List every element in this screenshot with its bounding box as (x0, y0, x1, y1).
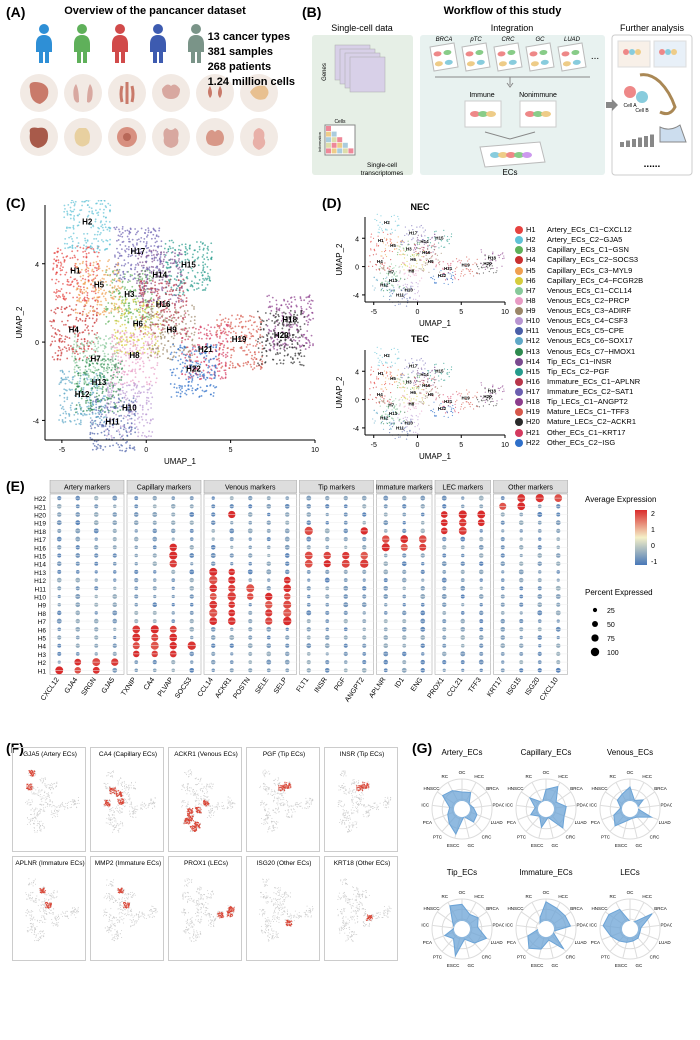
svg-text:H8: H8 (129, 351, 140, 360)
svg-text:-4: -4 (353, 293, 359, 300)
svg-text:UMAP_2: UMAP_2 (15, 306, 24, 339)
svg-text:H15: H15 (435, 236, 444, 241)
svg-text:H6: H6 (410, 257, 416, 262)
svg-text:UMAP_2: UMAP_2 (335, 243, 344, 276)
svg-text:H22: H22 (438, 273, 447, 278)
svg-text:H3: H3 (406, 246, 412, 251)
svg-text:H1: H1 (70, 267, 81, 276)
svg-text:H10: H10 (405, 287, 414, 292)
panel-e: Artery markersCXCL12GJA4SRGNGJA5Capillar… (10, 480, 690, 740)
svg-text:H8: H8 (408, 268, 414, 273)
svg-text:UMAP_1: UMAP_1 (164, 457, 197, 466)
svg-text:0: 0 (416, 309, 420, 316)
svg-text:5: 5 (459, 309, 463, 316)
svg-text:Single-cell: Single-cell (367, 162, 398, 169)
svg-text:pTC: pTC (469, 37, 482, 43)
svg-text:GC: GC (536, 37, 546, 43)
svg-text:H19: H19 (461, 263, 470, 268)
svg-text:-5: -5 (59, 447, 65, 454)
svg-text:......: ...... (644, 159, 661, 170)
svg-text:transcriptomes: transcriptomes (361, 170, 404, 177)
svg-text:H21: H21 (198, 345, 213, 354)
svg-text:H17: H17 (130, 247, 145, 256)
panel-a: Overview of the pancancer dataset 13 can… (10, 5, 300, 185)
workflow-svg: Single-cell data Integration Further analy… (310, 17, 695, 182)
svg-text:H14: H14 (152, 270, 167, 279)
svg-text:H11: H11 (396, 292, 405, 297)
svg-text:H22: H22 (186, 364, 201, 373)
panel-c: H1 H2 H3 H4 H5 H6 H7 H8 H9 H10H11 H12H13 H14 H15 H16 H… (10, 200, 320, 470)
svg-text:H3: H3 (124, 290, 135, 299)
svg-text:H4: H4 (69, 325, 80, 334)
svg-text:H15: H15 (181, 261, 196, 270)
svg-text:Integration: Integration (491, 23, 534, 33)
svg-text:0: 0 (355, 265, 359, 272)
svg-text:H21: H21 (444, 266, 453, 271)
svg-text:H10: H10 (122, 404, 137, 413)
panel-b-title: Workflow of this study (310, 5, 695, 17)
svg-text:Further analysis: Further analysis (620, 23, 685, 33)
svg-text:H13: H13 (92, 378, 107, 387)
svg-text:Immune: Immune (469, 92, 494, 99)
umap-d-svg: NEC H1 H2 H3 H4 H5 H6 H7 H8 H9 H10H11 H12H13 H14 H15 H… (330, 200, 510, 470)
svg-text:H13: H13 (389, 278, 398, 283)
svg-text:H12: H12 (75, 390, 90, 399)
svg-text:H4: H4 (377, 259, 383, 264)
svg-text:H5: H5 (94, 280, 105, 289)
svg-text:10: 10 (501, 309, 509, 316)
svg-text:Information: Information (317, 132, 322, 152)
svg-text:H6: H6 (133, 319, 144, 328)
svg-text:H18: H18 (488, 256, 497, 261)
svg-text:H17: H17 (409, 231, 418, 236)
panel-b: Workflow of this study Single-cell data I… (310, 5, 695, 185)
svg-text:TEC: TEC (411, 334, 430, 344)
svg-text:H2: H2 (384, 220, 390, 225)
umap-c-svg: H1 H2 H3 H4 H5 H6 H7 H8 H9 H10H11 H12H13 H14 H15 H16 H… (10, 200, 320, 470)
panel-d: NEC H1 H2 H3 H4 H5 H6 H7 H8 H9 H10H11 H12H13 H14 H15 H… (330, 200, 510, 470)
svg-text:H14: H14 (420, 239, 429, 244)
svg-text:UMAP_1: UMAP_1 (419, 319, 452, 328)
svg-text:-5: -5 (371, 309, 377, 316)
svg-text:Nonimmune: Nonimmune (519, 92, 557, 99)
svg-text:H2: H2 (82, 218, 93, 227)
svg-text:LUAD: LUAD (564, 37, 581, 43)
dataset-stats: 13 cancer types381 samples268 patients1.… (208, 30, 295, 89)
svg-text:CRC: CRC (502, 37, 516, 43)
svg-text:10: 10 (311, 447, 319, 454)
svg-text:Cells: Cells (334, 119, 346, 125)
svg-text:Cell B: Cell B (635, 108, 649, 114)
svg-text:H7: H7 (91, 355, 102, 364)
cluster-legend: H1Artery_ECs_C1−CXCL12H2Artery_ECs_C2−GJ… (515, 225, 695, 448)
dotplot-svg: Artery markersCXCL12GJA4SRGNGJA5Capillar… (10, 480, 690, 740)
svg-text:H16: H16 (156, 300, 171, 309)
svg-text:0: 0 (144, 447, 148, 454)
svg-text:...: ... (591, 51, 599, 62)
svg-text:4: 4 (355, 236, 359, 243)
svg-text:H5: H5 (390, 243, 396, 248)
svg-text:H20: H20 (483, 261, 492, 266)
svg-text:ECs: ECs (502, 168, 517, 177)
svg-text:-4: -4 (33, 418, 39, 425)
svg-text:4: 4 (35, 262, 39, 269)
panel-f: GJA5 (Artery ECs)CA4 (Capillary ECs)ACKR… (10, 745, 410, 1035)
svg-text:H7: H7 (388, 270, 394, 275)
svg-text:H11: H11 (105, 417, 120, 426)
svg-text:H19: H19 (232, 335, 247, 344)
svg-text:H18: H18 (282, 316, 297, 325)
svg-text:H1: H1 (378, 238, 384, 243)
svg-text:H16: H16 (422, 250, 431, 255)
svg-text:5: 5 (229, 447, 233, 454)
svg-text:H9: H9 (166, 325, 177, 334)
svg-text:0: 0 (35, 340, 39, 347)
panel-a-title: Overview of the pancancer dataset (10, 5, 300, 17)
svg-text:H12: H12 (380, 282, 389, 287)
svg-text:H20: H20 (274, 331, 289, 340)
panel-g: Artery_ECsOCHCCBRCAPDACLUADCRCGCESCCPTCP… (420, 745, 695, 1035)
svg-text:Genes: Genes (322, 63, 328, 81)
svg-text:Single-cell data: Single-cell data (331, 23, 393, 33)
svg-text:BRCA: BRCA (436, 37, 453, 43)
svg-text:NEC: NEC (410, 202, 430, 212)
svg-text:H9: H9 (428, 259, 434, 264)
